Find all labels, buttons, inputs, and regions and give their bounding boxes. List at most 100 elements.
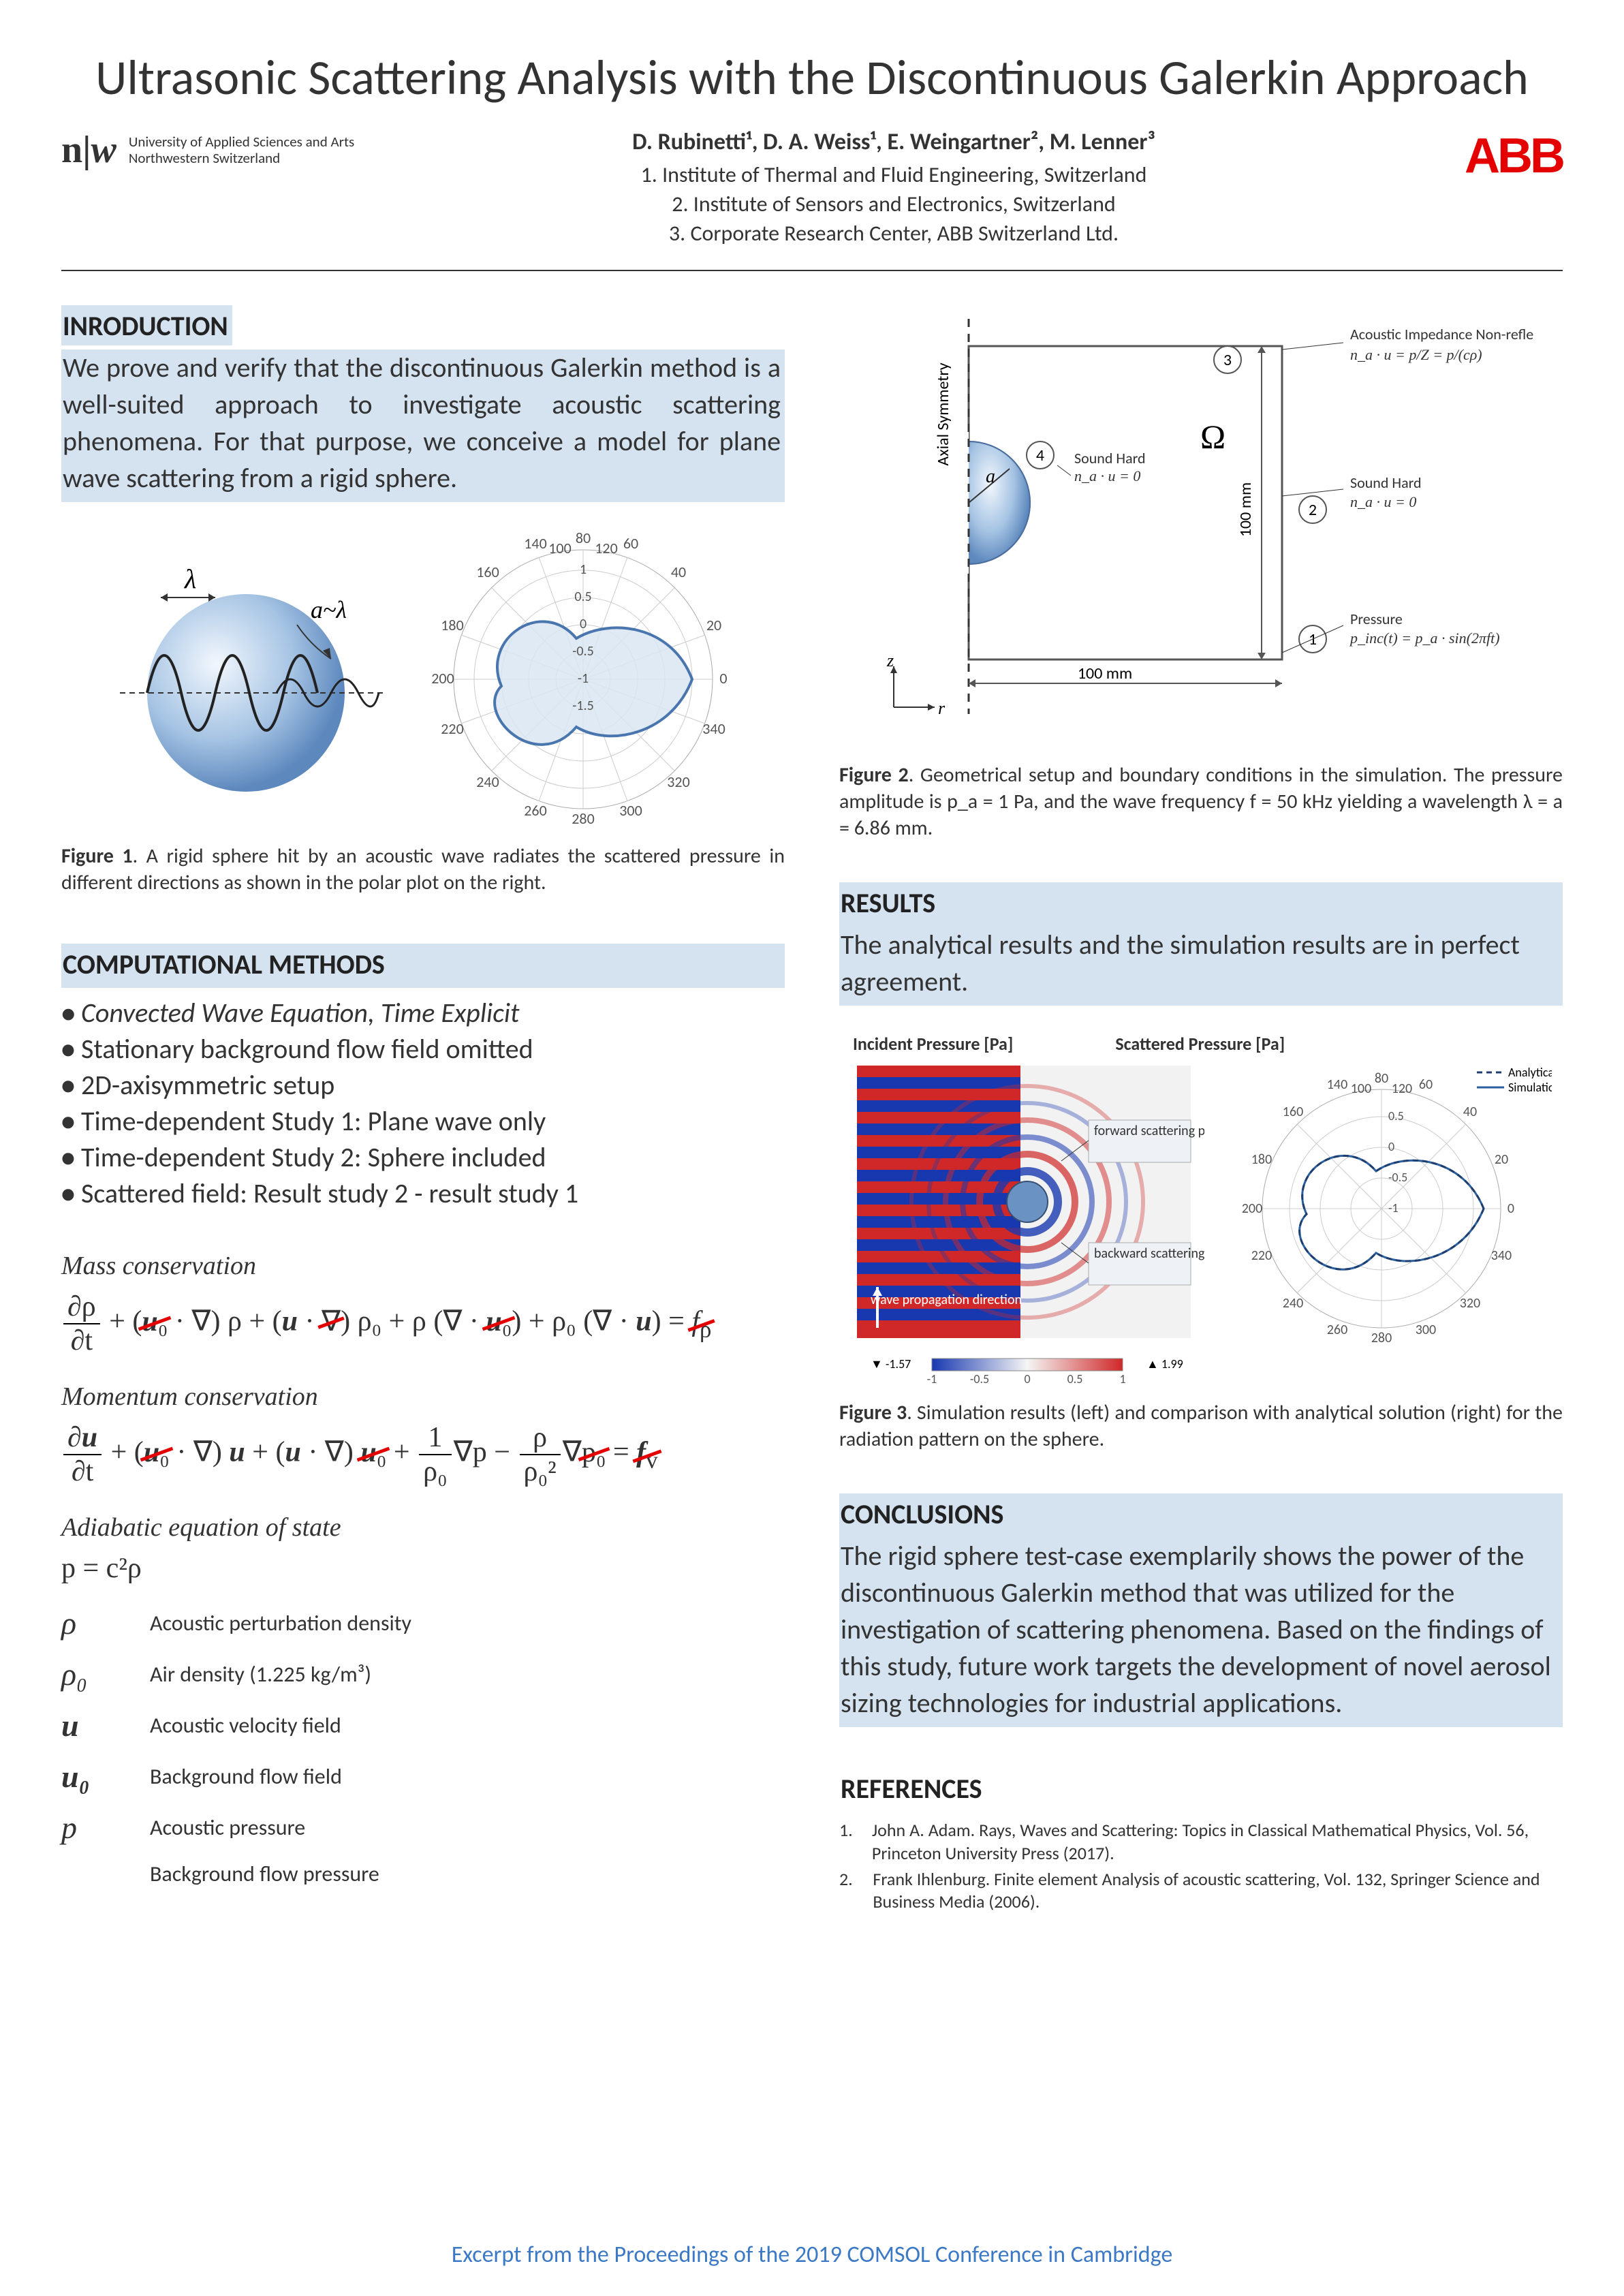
method-item: Scattered field: Result study 2 - result… [61, 1177, 785, 1210]
svg-text:80: 80 [576, 529, 591, 547]
svg-text:n_a · u = p/Z = p/(cρ): n_a · u = p/Z = p/(cρ) [1350, 346, 1482, 363]
nw-logo-block: n|w University of Applied Sciences and A… [61, 128, 402, 172]
results-heading: RESULTS [839, 882, 939, 922]
poster-title: Ultrasonic Scattering Analysis with the … [61, 48, 1563, 108]
svg-text:200: 200 [1242, 1200, 1262, 1217]
svg-text:0.5: 0.5 [574, 589, 591, 605]
left-column: INRODUCTION We prove and verify that the… [61, 305, 785, 1917]
svg-text:0.5: 0.5 [1067, 1371, 1083, 1386]
svg-text:240: 240 [476, 773, 499, 791]
svg-text:260: 260 [1327, 1322, 1347, 1338]
svg-text:-0.5: -0.5 [1388, 1170, 1407, 1185]
svg-text:1: 1 [1119, 1371, 1125, 1386]
conclusions-body: The rigid sphere test-case exemplarily s… [839, 1538, 1563, 1727]
svg-text:60: 60 [623, 534, 638, 553]
svg-text:0: 0 [1024, 1371, 1030, 1386]
fig3-polar: 806040 200 340320300 280260240 220200180… [1232, 1059, 1552, 1365]
svg-text:-1: -1 [1388, 1200, 1399, 1215]
results-body: The analytical results and the simulatio… [839, 927, 1563, 1006]
svg-text:0.5: 0.5 [1388, 1108, 1404, 1123]
svg-text:0: 0 [580, 616, 587, 632]
method-item: Time-dependent Study 1: Plane wave only [61, 1104, 785, 1138]
references-heading: REFERENCES [839, 1768, 986, 1808]
svg-text:300: 300 [619, 801, 642, 820]
methods-section: COMPUTATIONAL METHODS Convected Wave Equ… [61, 944, 785, 1226]
svg-text:20: 20 [706, 616, 721, 634]
method-item: 2D-axisymmetric setup [61, 1068, 785, 1102]
svg-text:180: 180 [441, 616, 463, 634]
svg-text:Acoustic Impedance Non-reflect: Acoustic Impedance Non-reflecting [1350, 325, 1534, 343]
svg-text:140: 140 [1327, 1076, 1347, 1093]
svg-text:p_inc(t) = p_a · sin(2πft): p_inc(t) = p_a · sin(2πft) [1349, 630, 1500, 647]
methods-heading: COMPUTATIONAL METHODS [61, 944, 389, 984]
conclusions-section: CONCLUSIONS The rigid sphere test-case e… [839, 1493, 1563, 1727]
ref-item: Frank Ihlenburg. Finite element Analysis… [873, 1868, 1563, 1914]
method-item: Stationary background flow field omitted [61, 1032, 785, 1066]
svg-text:200: 200 [431, 669, 454, 687]
right-column: a 4 3 2 1 Ω 100 mm [839, 305, 1563, 1917]
svg-text:100 mm: 100 mm [1078, 664, 1132, 683]
intro-body: We prove and verify that the discontinuo… [61, 350, 785, 502]
svg-text:80: 80 [1375, 1070, 1388, 1087]
svg-text:300: 300 [1416, 1322, 1436, 1338]
svg-text:120: 120 [595, 539, 617, 557]
methods-list: Convected Wave Equation, Time Explicit S… [61, 988, 785, 1226]
svg-text:1: 1 [580, 561, 587, 578]
ref-item: John A. Adam. Rays, Waves and Scattering… [872, 1819, 1563, 1865]
svg-text:40: 40 [671, 563, 686, 581]
svg-text:180: 180 [1251, 1151, 1272, 1168]
svg-text:-1: -1 [927, 1371, 937, 1386]
poster-root: Ultrasonic Scattering Analysis with the … [0, 0, 1624, 2296]
svg-text:280: 280 [1371, 1330, 1392, 1346]
svg-text:Sound Hard: Sound Hard [1350, 474, 1422, 492]
svg-text:Pressure: Pressure [1350, 610, 1403, 628]
svg-text:140: 140 [524, 534, 546, 553]
svg-text:Sound Hard: Sound Hard [1074, 449, 1146, 467]
svg-text:n_a · u = 0: n_a · u = 0 [1074, 467, 1140, 484]
svg-text:100: 100 [548, 539, 571, 557]
intro-heading: INRODUCTION [61, 305, 232, 345]
svg-text:wave propagation direction: wave propagation direction [871, 1292, 1022, 1308]
svg-text:220: 220 [441, 719, 463, 738]
svg-text:-1: -1 [578, 670, 589, 687]
references-section: REFERENCES 1.John A. Adam. Rays, Waves a… [839, 1768, 1563, 1914]
fig3-right-title: Scattered Pressure [Pa] [1115, 1033, 1285, 1055]
fig2-caption: Figure 2. Geometrical setup and boundary… [839, 762, 1563, 841]
nw-logo-text: University of Applied Sciences and Arts … [129, 134, 354, 166]
eq-mass-head: Mass conservation [61, 1251, 785, 1281]
svg-text:0: 0 [719, 669, 727, 687]
svg-text:-0.5: -0.5 [572, 643, 593, 660]
svg-text:320: 320 [1460, 1295, 1480, 1312]
svg-text:backward scattering same-phase: backward scattering same-phase [1094, 1245, 1204, 1262]
nw-logo-mark: n|w [61, 128, 116, 172]
svg-text:▼ -1.57: ▼ -1.57 [871, 1356, 911, 1371]
svg-text:Axial Symmetry: Axial Symmetry [933, 362, 953, 465]
svg-text:z: z [886, 651, 894, 670]
svg-text:100: 100 [1351, 1081, 1371, 1097]
figure-2: a 4 3 2 1 Ω 100 mm [839, 305, 1563, 841]
fig3-caption: Figure 3. Simulation results (left) and … [839, 1399, 1563, 1453]
authors: D. Rubinetti¹, D. A. Weiss¹, E. Weingart… [402, 128, 1386, 156]
svg-text:-1.5: -1.5 [572, 698, 593, 714]
svg-text:▲ 1.99: ▲ 1.99 [1146, 1356, 1183, 1371]
svg-text:Analytical: Analytical [1508, 1065, 1552, 1080]
conclusions-heading: CONCLUSIONS [839, 1493, 1008, 1534]
svg-text:forward scattering phase-shift: forward scattering phase-shifted [1094, 1123, 1204, 1139]
fig3-simulation: forward scattering phase-shifted backwar… [850, 1059, 1204, 1386]
fig3-left-title: Incident Pressure [Pa] [853, 1033, 1013, 1055]
svg-text:220: 220 [1251, 1247, 1272, 1264]
fig1-sphere: λ a~λ [99, 550, 392, 809]
svg-text:3: 3 [1223, 350, 1232, 370]
header-divider [61, 270, 1563, 271]
svg-text:340: 340 [702, 719, 725, 738]
svg-text:120: 120 [1392, 1081, 1412, 1097]
fig2-svg: a 4 3 2 1 Ω 100 mm [839, 305, 1534, 748]
svg-text:60: 60 [1419, 1076, 1433, 1093]
svg-text:n_a · u = 0: n_a · u = 0 [1350, 493, 1416, 510]
svg-text:0: 0 [1508, 1200, 1514, 1217]
fig1-caption: Figure 1. A rigid sphere hit by an acous… [61, 843, 785, 896]
svg-text:2: 2 [1309, 500, 1317, 520]
header-row: n|w University of Applied Sciences and A… [61, 128, 1563, 249]
variable-list: ρAcoustic perturbation density ρ₀Air den… [61, 1605, 785, 1887]
results-section: RESULTS The analytical results and the s… [839, 882, 1563, 1006]
